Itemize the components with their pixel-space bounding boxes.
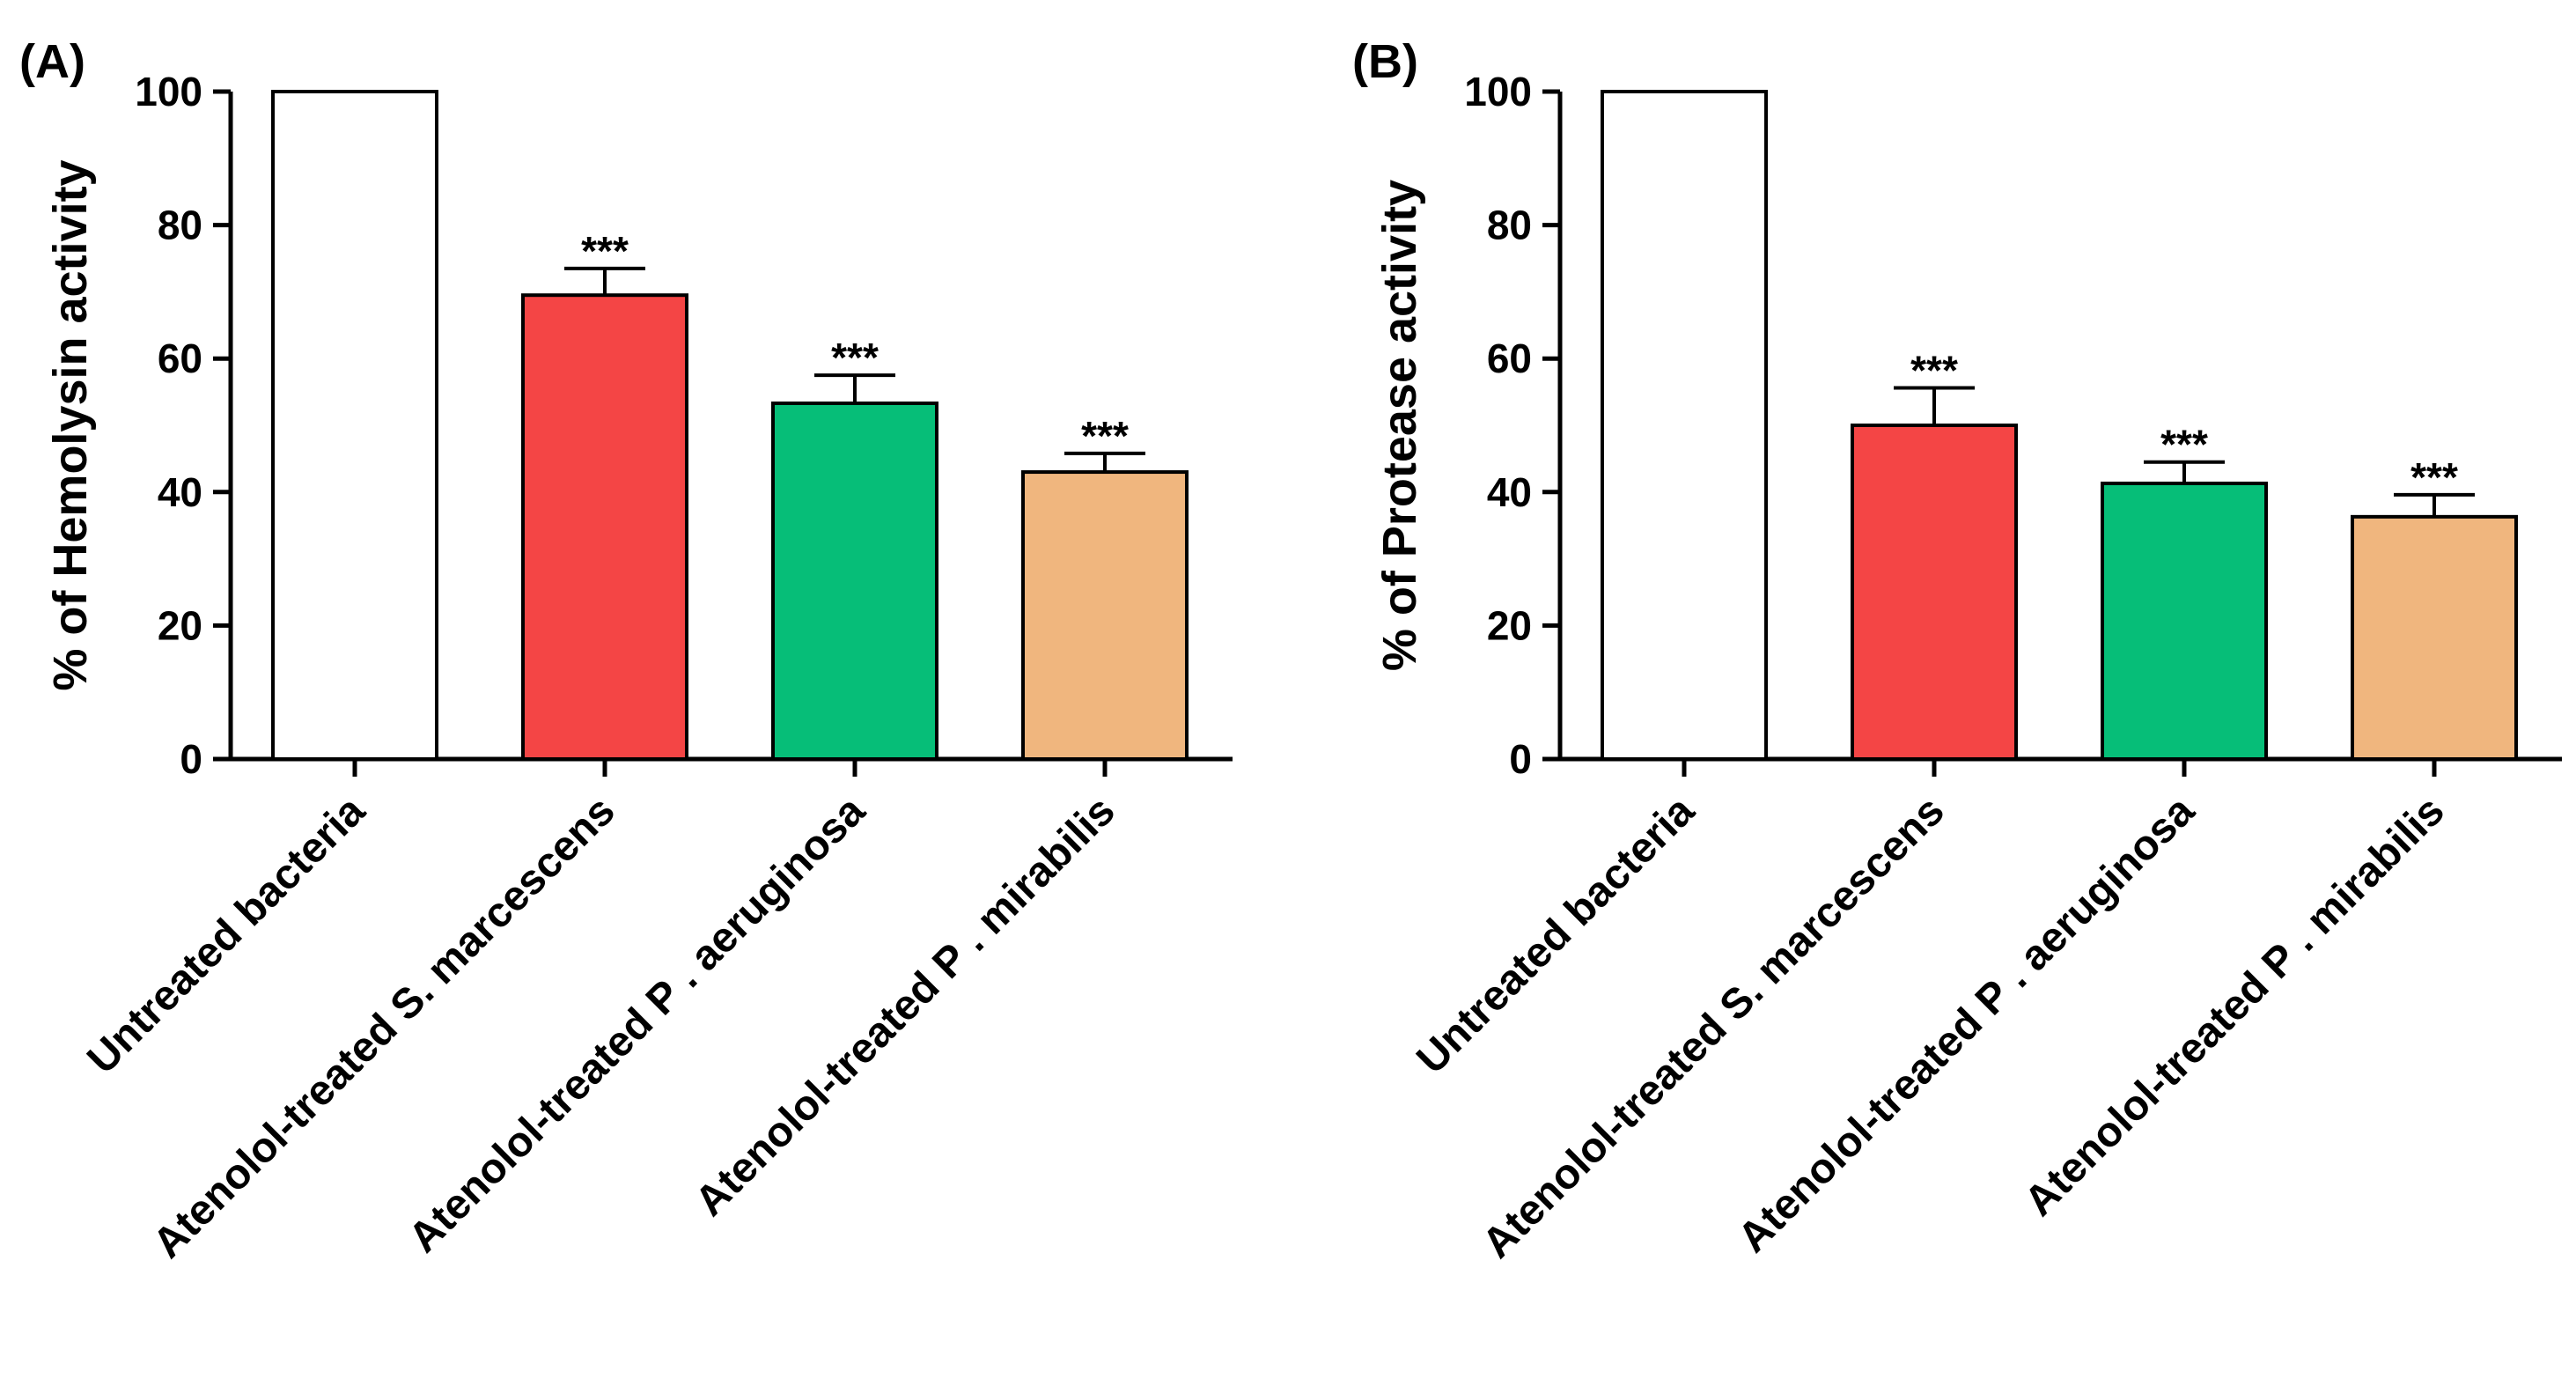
- y-tick-label: 80: [158, 203, 202, 248]
- significance-label: ***: [2410, 454, 2458, 500]
- panel-label: (B): [1352, 35, 1418, 88]
- x-tick-label: Atenolol-treated P . mirabilis: [2016, 787, 2454, 1225]
- y-tick-label: 80: [1487, 203, 1532, 248]
- y-tick-label: 20: [1487, 602, 1532, 648]
- bar: [771, 401, 938, 761]
- bar: [271, 90, 438, 761]
- bar: [1021, 470, 1189, 761]
- x-tick-label: Atenolol-treated P . mirabilis: [687, 787, 1124, 1225]
- bar: [2101, 481, 2268, 761]
- y-axis-title: % of Hemolysin activity: [44, 159, 97, 690]
- y-tick-label: 100: [135, 69, 202, 114]
- y-tick-label: 40: [1487, 469, 1532, 515]
- x-tick-label: Atenolol-treated S. marcescens: [1474, 787, 1954, 1267]
- y-tick-label: 0: [1509, 736, 1532, 782]
- bar: [1851, 424, 2018, 761]
- significance-label: ***: [1910, 348, 1958, 394]
- significance-label: ***: [1081, 413, 1129, 459]
- x-tick-label: Atenolol-treated S. marcescens: [144, 787, 624, 1267]
- x-tick-label: Untreated bacteria: [1408, 787, 1704, 1083]
- significance-label: ***: [581, 228, 629, 274]
- chart-panel: (B) % of Protease activity 0 20 40 60 80 100 Unt…: [1352, 35, 2562, 1267]
- x-tick-label: Atenolol-treated P . aeruginosa: [1729, 787, 2204, 1262]
- bar: [1601, 90, 1768, 761]
- y-tick-label: 20: [158, 602, 202, 648]
- x-tick-label: Atenolol-treated P . aeruginosa: [400, 787, 874, 1262]
- y-tick-label: 100: [1464, 69, 1532, 114]
- chart-panel: (A) % of Hemolysin activity 0 20 40 60 80 100 Un…: [19, 35, 1233, 1267]
- panel-label: (A): [19, 35, 85, 88]
- bar: [521, 293, 688, 761]
- bar: [2351, 514, 2518, 761]
- y-axis-title: % of Protease activity: [1373, 180, 1426, 671]
- significance-label: ***: [2160, 422, 2208, 468]
- y-tick-label: 40: [158, 469, 202, 515]
- y-tick-label: 60: [1487, 335, 1532, 381]
- y-tick-label: 0: [180, 736, 202, 782]
- x-tick-label: Untreated bacteria: [78, 787, 374, 1083]
- y-tick-label: 60: [158, 335, 202, 381]
- significance-label: ***: [831, 335, 879, 380]
